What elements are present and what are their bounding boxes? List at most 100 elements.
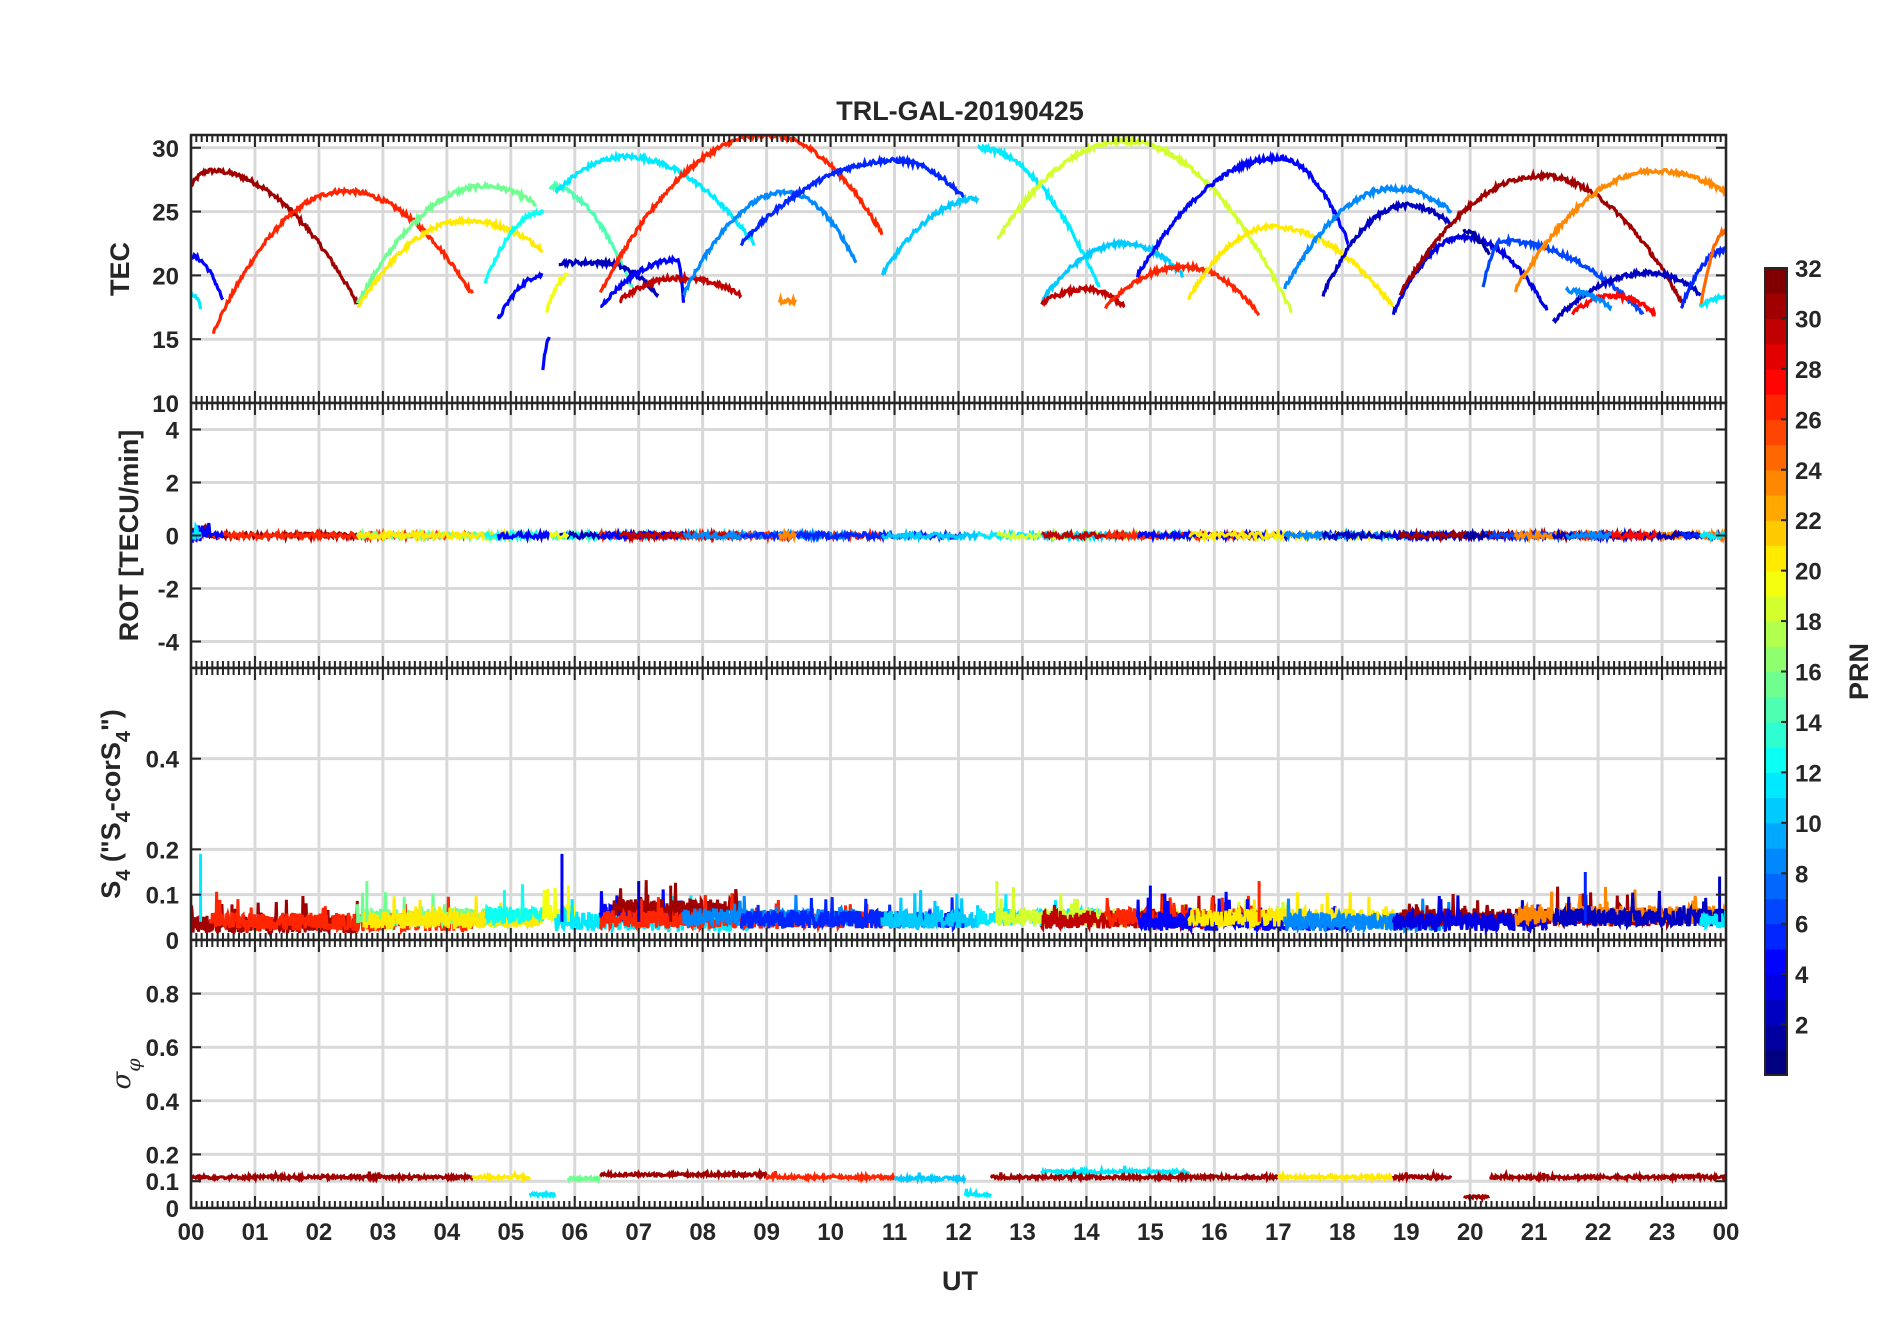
y-tick-label: 0	[166, 1196, 179, 1223]
x-tick-label: 00	[178, 1219, 205, 1246]
sigma-trace-prn-31	[599, 1167, 768, 1182]
colorbar-segment	[1765, 520, 1787, 547]
rot-trace-prn-24	[777, 527, 797, 544]
tec-arc-prn-4	[1391, 232, 1549, 316]
sigma-trace-prn-12	[1040, 1163, 1191, 1180]
x-tick-label: 05	[497, 1219, 524, 1246]
y-axis-label-rot: ROT [TECU/min]	[114, 430, 144, 641]
colorbar-tick-label: 10	[1795, 811, 1822, 838]
colorbar-segment	[1765, 948, 1787, 975]
colorbar-segment	[1765, 570, 1787, 597]
x-tick-label: 14	[1073, 1219, 1100, 1246]
colorbar-segment	[1765, 621, 1787, 647]
sigma-trace-prn-31	[1391, 1168, 1453, 1184]
label-part: ("S	[96, 822, 126, 869]
x-tick-label: 03	[370, 1219, 397, 1246]
x-tick-label: 20	[1457, 1219, 1484, 1246]
colorbar-tick-label: 30	[1795, 306, 1822, 333]
colorbar-tick-label: 24	[1795, 458, 1822, 485]
x-tick-label: 04	[433, 1219, 460, 1246]
s4-trace-prn-11	[880, 890, 980, 931]
colorbar-tick-label: 14	[1795, 710, 1822, 737]
colorbar-tick-label: 2	[1795, 1013, 1808, 1040]
tec-arc-prn-3	[1551, 267, 1702, 325]
panel-data-rot	[191, 521, 1726, 545]
colorbar-segment	[1765, 646, 1787, 673]
colorbar-segment	[1765, 368, 1787, 395]
sigma-trace-prn-16	[566, 1173, 602, 1185]
label-part: ")	[96, 709, 126, 731]
rot-trace-prn-20	[544, 529, 570, 541]
colorbar-segment	[1765, 873, 1787, 900]
rot-trace-prn-2	[1462, 527, 1490, 543]
y-tick-label: 2	[166, 471, 179, 498]
tec-arc-prn-28	[1571, 288, 1657, 318]
sigma-trace-prn-11	[893, 1171, 967, 1186]
tec-arc-prn-13	[483, 207, 545, 284]
x-tick-label: 11	[882, 1219, 907, 1246]
colorbar-segment	[1765, 923, 1787, 950]
colorbar-tick-label: 12	[1795, 760, 1822, 787]
x-tick-label: 00	[1713, 1219, 1740, 1246]
s4-trace-prn-31	[611, 880, 743, 921]
tec-arc-prn-20	[545, 272, 570, 314]
x-axis-label: UT	[942, 1266, 978, 1296]
tec-arc-prn-3	[1321, 199, 1452, 297]
tec-arc-prn-27	[211, 186, 474, 335]
tec-arc-prn-30	[619, 270, 743, 304]
tec-arc-prn-30	[1040, 283, 1126, 309]
tec-arc-prn-9	[1283, 182, 1453, 290]
colorbar-segment	[1765, 974, 1787, 1000]
colorbar-segment	[1765, 469, 1787, 496]
colorbar-tick-label: 6	[1795, 912, 1808, 939]
rot-trace-prn-12	[1699, 529, 1726, 543]
tec-arc-prn-27	[1104, 259, 1261, 317]
tec-arc-prn-3	[558, 255, 660, 299]
sigma-trace-prn-21	[1276, 1170, 1395, 1185]
x-tick-label: 15	[1137, 1219, 1164, 1246]
y-tick-label: 0.2	[146, 1142, 179, 1169]
y-tick-label: 0.6	[146, 1035, 179, 1062]
colorbar-segment	[1765, 1049, 1787, 1076]
colorbar-segment	[1765, 545, 1787, 572]
colorbar-tick-label: 32	[1795, 256, 1822, 283]
y-tick-label: 0.2	[146, 837, 179, 864]
colorbar-tick-label: 26	[1795, 407, 1822, 434]
colorbar-tick-label: 8	[1795, 861, 1808, 888]
colorbar-segment	[1765, 671, 1787, 698]
y-tick-label: 4	[166, 418, 180, 445]
rot-trace-prn-5	[541, 529, 550, 542]
x-tick-label: 02	[306, 1219, 333, 1246]
colorbar-segment	[1765, 1024, 1787, 1051]
label-part: -corS	[96, 742, 126, 811]
x-tick-label: 06	[561, 1219, 588, 1246]
colorbar-label: PRN	[1844, 643, 1874, 700]
x-tick-label: 17	[1265, 1219, 1292, 1246]
colorbar-segment	[1765, 444, 1787, 471]
x-tick-label: 21	[1521, 1219, 1548, 1246]
y-axis-label-sigma: σφ	[107, 1058, 145, 1090]
colorbar-segment	[1765, 721, 1787, 748]
colorbar-segment	[1765, 772, 1787, 799]
x-tick-label: 09	[753, 1219, 780, 1246]
colorbar-segment	[1765, 747, 1787, 773]
subscript: 4	[113, 810, 135, 822]
s4-trace-prn-12	[1698, 910, 1726, 931]
panel-sigma: 00.10.2 0.4 0.6 0.8 σφ	[107, 938, 1728, 1223]
colorbar-segment	[1765, 848, 1787, 874]
y-tick-label: 0.4	[146, 1089, 180, 1116]
sigma-trace-prn-31	[191, 1169, 474, 1185]
tec-arc-prn-6	[739, 154, 967, 247]
sigma-trace-prn-12	[963, 1186, 992, 1200]
colorbar-segment	[1765, 494, 1787, 521]
colorbar-tick-label: 18	[1795, 609, 1822, 636]
sigma-trace-prn-31	[989, 1170, 1279, 1184]
rot-trace-prn-9	[1565, 529, 1613, 543]
colorbar-tick-label: 22	[1795, 508, 1822, 535]
colorbar-segment	[1765, 999, 1787, 1026]
sigma-trace-prn-21	[471, 1169, 532, 1184]
tec-arc-prn-27	[598, 135, 884, 294]
x-tick-label: 18	[1329, 1219, 1356, 1246]
colorbar-segment	[1765, 595, 1787, 622]
x-tick-label: 13	[1009, 1219, 1036, 1246]
